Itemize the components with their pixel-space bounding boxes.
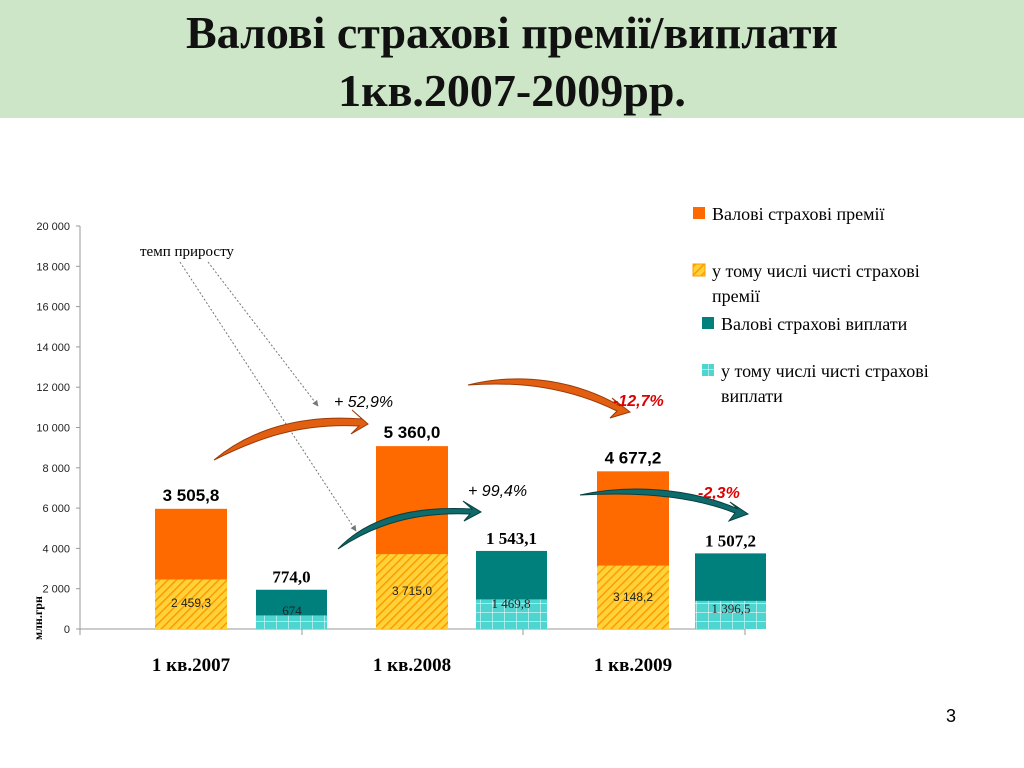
y-axis-ticks: 0 2 000 4 000 6 000 8 000 10 000 12 000 14 000 1… bbox=[36, 221, 80, 636]
y-tick-label: 14 000 bbox=[36, 342, 70, 354]
y-axis-label: млн.грн bbox=[31, 596, 45, 640]
y-tick-label: 20 000 bbox=[36, 221, 70, 233]
slide-title-line-1: Валові страхові премії/виплати bbox=[186, 7, 838, 58]
growth-arrow-payments-2008 bbox=[337, 500, 483, 550]
growth-label-payments-2008: + 99,4% bbox=[468, 483, 527, 500]
y-tick-label: 10 000 bbox=[36, 423, 70, 435]
data-label-net-premiums: 2 459,3 bbox=[171, 596, 211, 610]
legend-label-payments: Валові страхові виплати bbox=[721, 314, 908, 334]
legend: Валові страхові премії у тому числі чист… bbox=[692, 204, 933, 406]
legend-label-premiums: Валові страхові премії bbox=[712, 204, 885, 224]
legend-swatch-premiums bbox=[693, 207, 705, 219]
x-tick-label-2009: 1 кв.2009 bbox=[594, 655, 672, 676]
bar-net-premiums bbox=[597, 565, 669, 629]
x-tick-label-2008: 1 кв.2008 bbox=[373, 655, 451, 676]
data-label-net-premiums: 3 715,0 bbox=[392, 584, 432, 598]
bar-net-payments bbox=[695, 600, 766, 629]
bar-net-payments bbox=[256, 615, 327, 629]
growth-arrow-payments-2009 bbox=[579, 488, 750, 523]
y-tick-label: 2 000 bbox=[42, 584, 70, 596]
title-band bbox=[0, 0, 1024, 118]
data-labels: 3 505,8 774,0 5 360,0 1 543,1 4 677,2 1 507,2… bbox=[163, 423, 756, 618]
y-tick-label: 0 bbox=[64, 624, 70, 636]
slide-title-line-2: 1кв.2007-2009рр. bbox=[338, 65, 686, 116]
data-label-premiums: 3 505,8 bbox=[163, 486, 220, 505]
data-label-net-premiums: 3 148,2 bbox=[613, 590, 653, 604]
legend-swatch-net-premiums bbox=[692, 263, 706, 277]
growth-label-premiums-2009: -12,7% bbox=[613, 393, 664, 410]
y-tick-label: 8 000 bbox=[42, 463, 70, 475]
legend-label-net-payments: у тому числі чисті страхові виплати bbox=[721, 361, 933, 406]
data-label-premiums: 5 360,0 bbox=[384, 423, 441, 442]
data-label-payments: 1 507,2 bbox=[705, 531, 756, 550]
growth-label-payments-2009: -2,3% bbox=[698, 485, 740, 502]
legend-swatch-payments bbox=[702, 317, 714, 329]
bar-net-premiums bbox=[376, 554, 448, 629]
growth-arrow-premiums-2009 bbox=[467, 378, 632, 419]
growth-arrow-premiums-2008 bbox=[213, 409, 369, 461]
annotation-arrow-premiums bbox=[207, 261, 319, 407]
annotation-arrow-payments bbox=[179, 261, 357, 532]
data-label-payments: 774,0 bbox=[272, 568, 310, 587]
y-tick-label: 4 000 bbox=[42, 543, 70, 555]
y-tick-label: 16 000 bbox=[36, 302, 70, 314]
data-label-payments: 1 543,1 bbox=[486, 529, 537, 548]
x-tick-label-2007: 1 кв.2007 bbox=[152, 655, 231, 676]
bar-net-payments bbox=[476, 599, 547, 629]
y-tick-label: 18 000 bbox=[36, 261, 70, 273]
data-label-net-payments: 674 bbox=[282, 603, 302, 618]
data-label-premiums: 4 677,2 bbox=[605, 448, 662, 467]
bar-net-premiums bbox=[155, 579, 227, 629]
bars bbox=[155, 446, 766, 629]
y-tick-label: 6 000 bbox=[42, 503, 70, 515]
legend-swatch-net-payments bbox=[702, 364, 714, 376]
data-label-net-payments: 1 469,8 bbox=[492, 596, 531, 611]
data-label-net-payments: 1 396,5 bbox=[712, 601, 751, 616]
growth-label-premiums-2008: + 52,9% bbox=[334, 394, 393, 411]
growth-rate-annotation: темп приросту bbox=[140, 244, 234, 260]
y-tick-label: 12 000 bbox=[36, 382, 70, 394]
legend-label-net-premiums: у тому числі чисті страхові премії bbox=[712, 261, 924, 306]
slide-number: 3 bbox=[946, 706, 957, 726]
x-axis-separators bbox=[79, 629, 746, 635]
